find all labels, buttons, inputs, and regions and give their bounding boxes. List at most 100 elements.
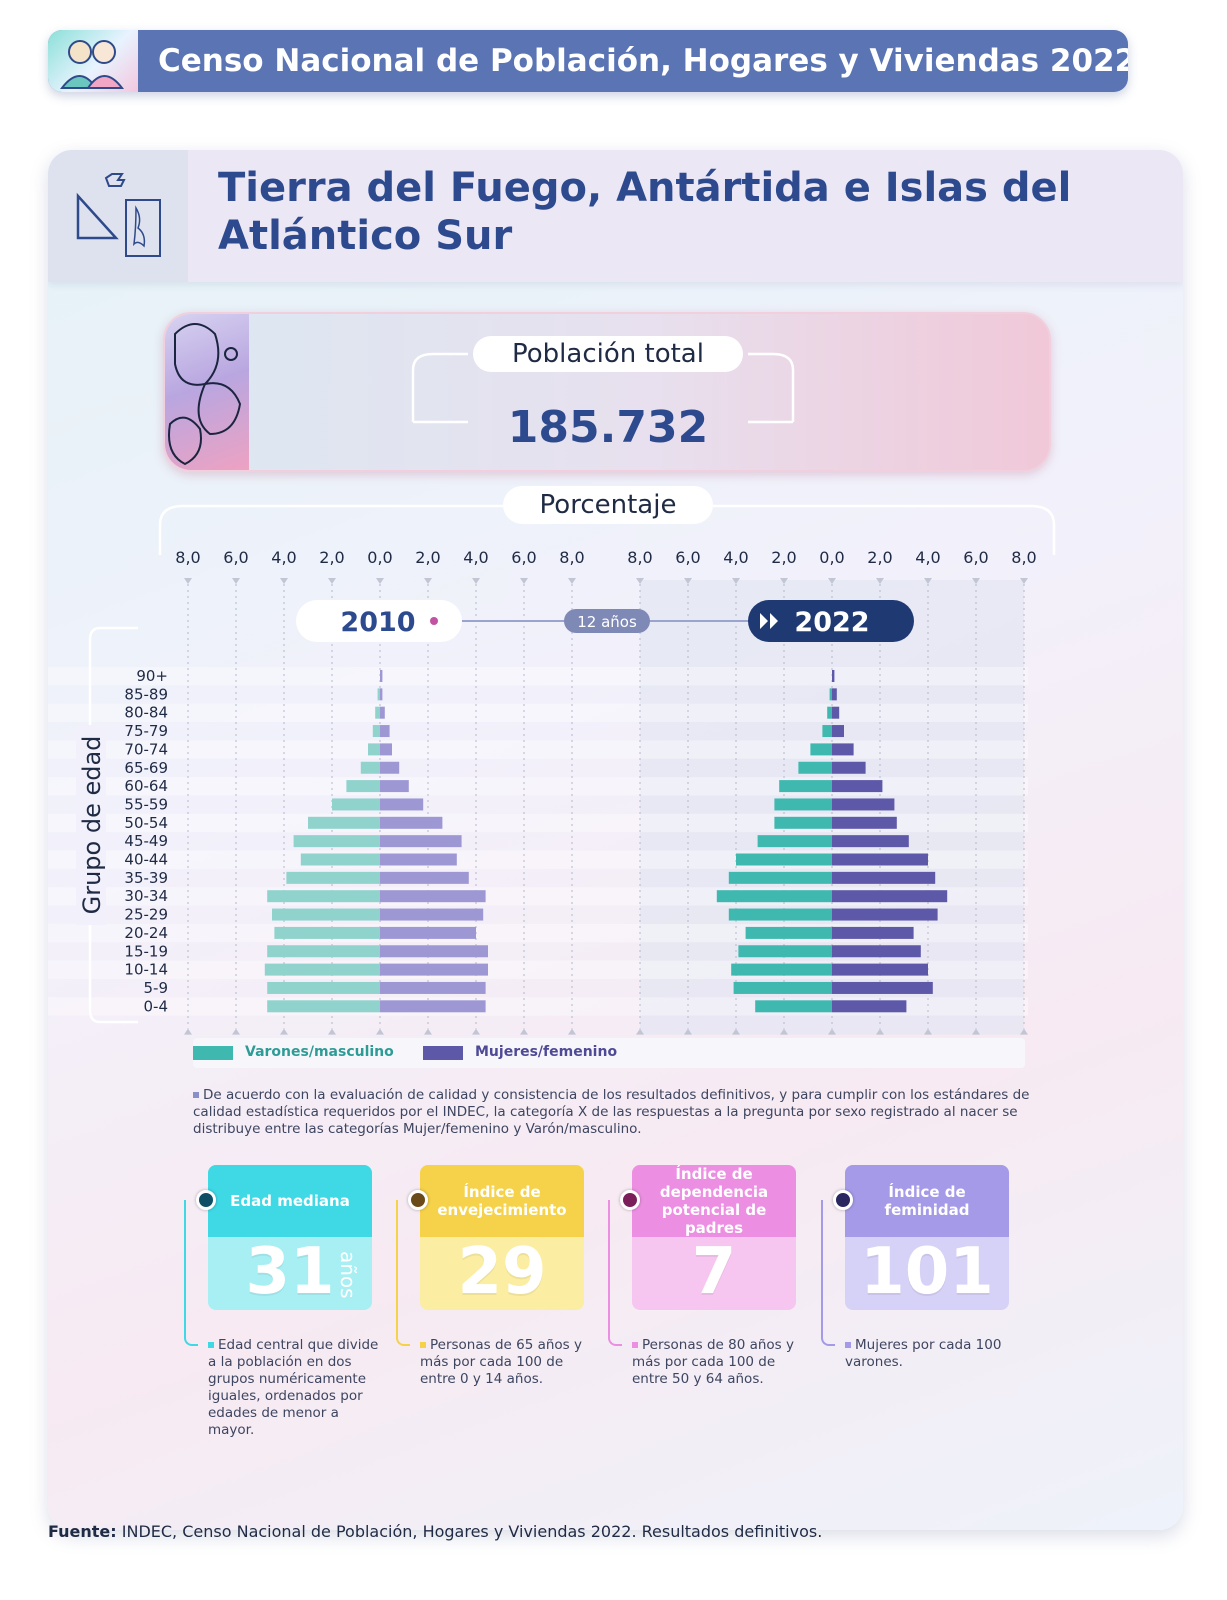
bar-male-2010 xyxy=(300,853,380,866)
tick-marker-icon xyxy=(424,1028,432,1035)
age-group-label: 60-64 xyxy=(124,777,168,795)
tick-marker-icon xyxy=(376,1028,384,1035)
tick-marker-icon xyxy=(732,1028,740,1035)
tick-label: 6,0 xyxy=(223,548,248,567)
indicator-title: Edad mediana xyxy=(208,1165,372,1237)
year-2022-label: 2022 xyxy=(794,607,869,638)
census-banner: Censo Nacional de Población, Hogares y V… xyxy=(48,30,1128,92)
bar-male-2010 xyxy=(360,761,380,774)
tick-marker-icon xyxy=(328,578,336,584)
tick-marker-icon xyxy=(280,578,288,584)
tick-label: 6,0 xyxy=(963,548,988,567)
connector-dot xyxy=(430,617,438,625)
bar-male-2010 xyxy=(377,688,380,701)
bar-male-2022 xyxy=(827,706,832,719)
age-group-label: 15-19 xyxy=(124,942,168,960)
tick-marker-icon xyxy=(328,1028,336,1035)
bar-female-2010 xyxy=(380,670,383,682)
bar-female-2010 xyxy=(380,816,443,829)
age-group-label: 25-29 xyxy=(124,906,168,924)
tick-label: 4,0 xyxy=(271,548,296,567)
note-text: De acuerdo con la evaluación de calidad … xyxy=(193,1087,1030,1137)
bar-female-2010 xyxy=(380,798,424,811)
bar-male-2022 xyxy=(738,945,832,958)
age-group-label: 85-89 xyxy=(124,685,168,703)
tick-marker-icon xyxy=(376,578,384,584)
bar-male-2010 xyxy=(346,780,380,793)
year-gap-pill xyxy=(564,609,650,633)
tick-marker-icon xyxy=(972,1028,980,1035)
bar-male-2010 xyxy=(332,798,380,811)
bar-female-2010 xyxy=(380,963,488,976)
bar-male-2010 xyxy=(267,890,380,903)
tick-marker-icon xyxy=(184,1028,192,1035)
indicator-description-text: Edad central que divide a la población e… xyxy=(208,1337,379,1438)
bar-female-2010 xyxy=(380,725,390,738)
tick-label: 2,0 xyxy=(319,548,344,567)
bar-male-2022 xyxy=(822,725,832,738)
bar-female-2022 xyxy=(832,926,914,939)
age-group-label: 65-69 xyxy=(124,759,168,777)
bar-male-2010 xyxy=(267,1000,380,1013)
tick-marker-icon xyxy=(1020,1028,1028,1035)
bar-female-2010 xyxy=(380,761,400,774)
age-group-label: 5-9 xyxy=(144,979,169,997)
tick-label: 8,0 xyxy=(627,548,652,567)
tick-marker-icon xyxy=(472,1028,480,1035)
indicator-dot-icon xyxy=(833,1190,853,1210)
bar-female-2022 xyxy=(832,725,844,738)
bar-male-2022 xyxy=(716,890,832,903)
indicator-dot-icon xyxy=(620,1190,640,1210)
bar-female-2022 xyxy=(832,963,928,976)
tick-label: 6,0 xyxy=(511,548,536,567)
tick-marker-icon xyxy=(876,578,884,584)
percent-label: Porcentaje xyxy=(503,486,713,524)
indicator-description: Personas de 65 años y más por cada 100 d… xyxy=(420,1337,600,1388)
bar-female-2010 xyxy=(380,871,469,884)
indicator-description-text: Mujeres por cada 100 varones. xyxy=(845,1337,1002,1370)
age-group-label: 45-49 xyxy=(124,832,168,850)
age-group-label: 35-39 xyxy=(124,869,168,887)
indicator-connector xyxy=(821,1200,835,1346)
age-group-label: 30-34 xyxy=(124,887,168,905)
tick-label: 6,0 xyxy=(675,548,700,567)
tick-label: 8,0 xyxy=(175,548,200,567)
bar-female-2010 xyxy=(380,908,484,921)
census-people-icon xyxy=(48,30,138,92)
indicator-value: 31 xyxy=(245,1235,335,1309)
bar-male-2022 xyxy=(774,798,832,811)
age-group-label: 10-14 xyxy=(124,961,168,979)
bar-male-2010 xyxy=(375,706,380,719)
bar-female-2022 xyxy=(832,908,938,921)
tick-marker-icon xyxy=(232,1028,240,1035)
legend-male-label: Varones/masculino xyxy=(245,1044,394,1060)
tick-marker-icon xyxy=(972,578,980,584)
bar-male-2010 xyxy=(264,963,380,976)
source-label: Fuente: xyxy=(48,1522,117,1541)
tick-label: 0,0 xyxy=(367,548,392,567)
population-pyramid-chart: 8,0 6,0 4,0 2,0 0,0 2,0 4,0 6,0 8,0 8,0 6,0 4,0 2,0 0… xyxy=(48,548,1037,1035)
indicator-description: Mujeres por cada 100 varones. xyxy=(845,1337,1025,1371)
bar-male-2022 xyxy=(829,688,832,701)
tick-marker-icon xyxy=(780,1028,788,1035)
indicator-value: 29 xyxy=(457,1235,547,1309)
province-card: Tierra del Fuego, Antártida e Islas del … xyxy=(48,150,1183,1530)
bar-female-2022 xyxy=(832,871,936,884)
year-2022-pill xyxy=(748,600,914,642)
tick-label: 0,0 xyxy=(819,548,844,567)
tick-marker-icon xyxy=(636,578,644,584)
bar-female-2022 xyxy=(832,890,948,903)
faces-illustration-icon xyxy=(165,314,249,470)
tick-marker-icon xyxy=(684,1028,692,1035)
bar-male-2010 xyxy=(372,725,380,738)
bar-female-2010 xyxy=(380,743,392,756)
age-group-label: 90+ xyxy=(136,667,168,685)
bar-male-2010 xyxy=(308,816,380,829)
legend-female-swatch xyxy=(423,1046,463,1060)
province-title: Tierra del Fuego, Antártida e Islas del … xyxy=(218,165,1072,259)
bar-male-2010 xyxy=(368,743,380,756)
age-group-label: 40-44 xyxy=(124,851,168,869)
tick-marker-icon xyxy=(232,578,240,584)
year-2010-pill xyxy=(296,600,462,642)
description-bullet-icon xyxy=(420,1342,426,1348)
